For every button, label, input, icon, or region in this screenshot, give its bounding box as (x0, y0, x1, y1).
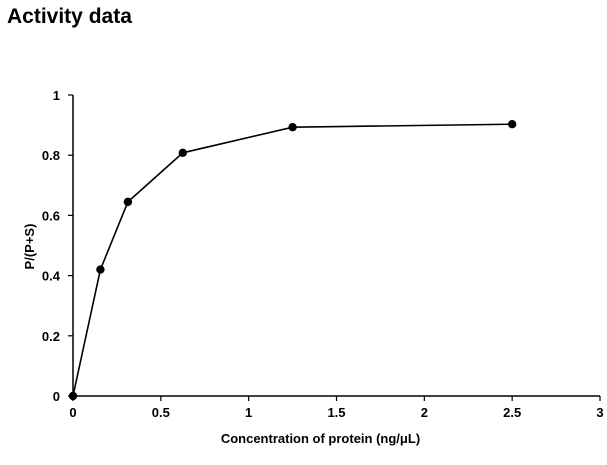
x-tick-label: 1 (245, 405, 252, 420)
data-point (178, 148, 187, 157)
data-point (288, 123, 297, 132)
series-line (72, 123, 513, 397)
x-tick-label: 3 (596, 405, 603, 420)
x-tick-label: 0.5 (152, 405, 170, 420)
y-tick-label: 0 (53, 389, 60, 404)
y-axis-label: P/(P+S) (22, 224, 37, 270)
y-tick-label: 0.6 (42, 208, 60, 223)
page-title: Activity data (7, 5, 132, 28)
x-ticks: 0 0.5 1 1.5 2 2.5 3 (69, 396, 604, 420)
x-axis-label: Concentration of protein (ng/μL) (221, 431, 420, 446)
data-point (123, 197, 133, 207)
y-tick-label: 0.4 (42, 269, 61, 284)
series-layer (68, 119, 517, 401)
data-point (507, 119, 517, 129)
data-point (68, 391, 78, 401)
y-tick-label: 1 (53, 88, 60, 103)
x-tick-label: 2 (421, 405, 428, 420)
x-tick-label: 0 (69, 405, 76, 420)
y-ticks: 0 0.2 0.4 0.6 0.8 1 (42, 88, 73, 404)
y-tick-label: 0.8 (42, 148, 60, 163)
data-point (96, 265, 105, 274)
x-tick-label: 1.5 (327, 405, 345, 420)
x-tick-label: 2.5 (503, 405, 521, 420)
plot-area: 0 0.5 1 1.5 2 2.5 3 0 0.2 0.4 0.6 0.8 1 (42, 88, 604, 420)
y-tick-label: 0.2 (42, 329, 60, 344)
